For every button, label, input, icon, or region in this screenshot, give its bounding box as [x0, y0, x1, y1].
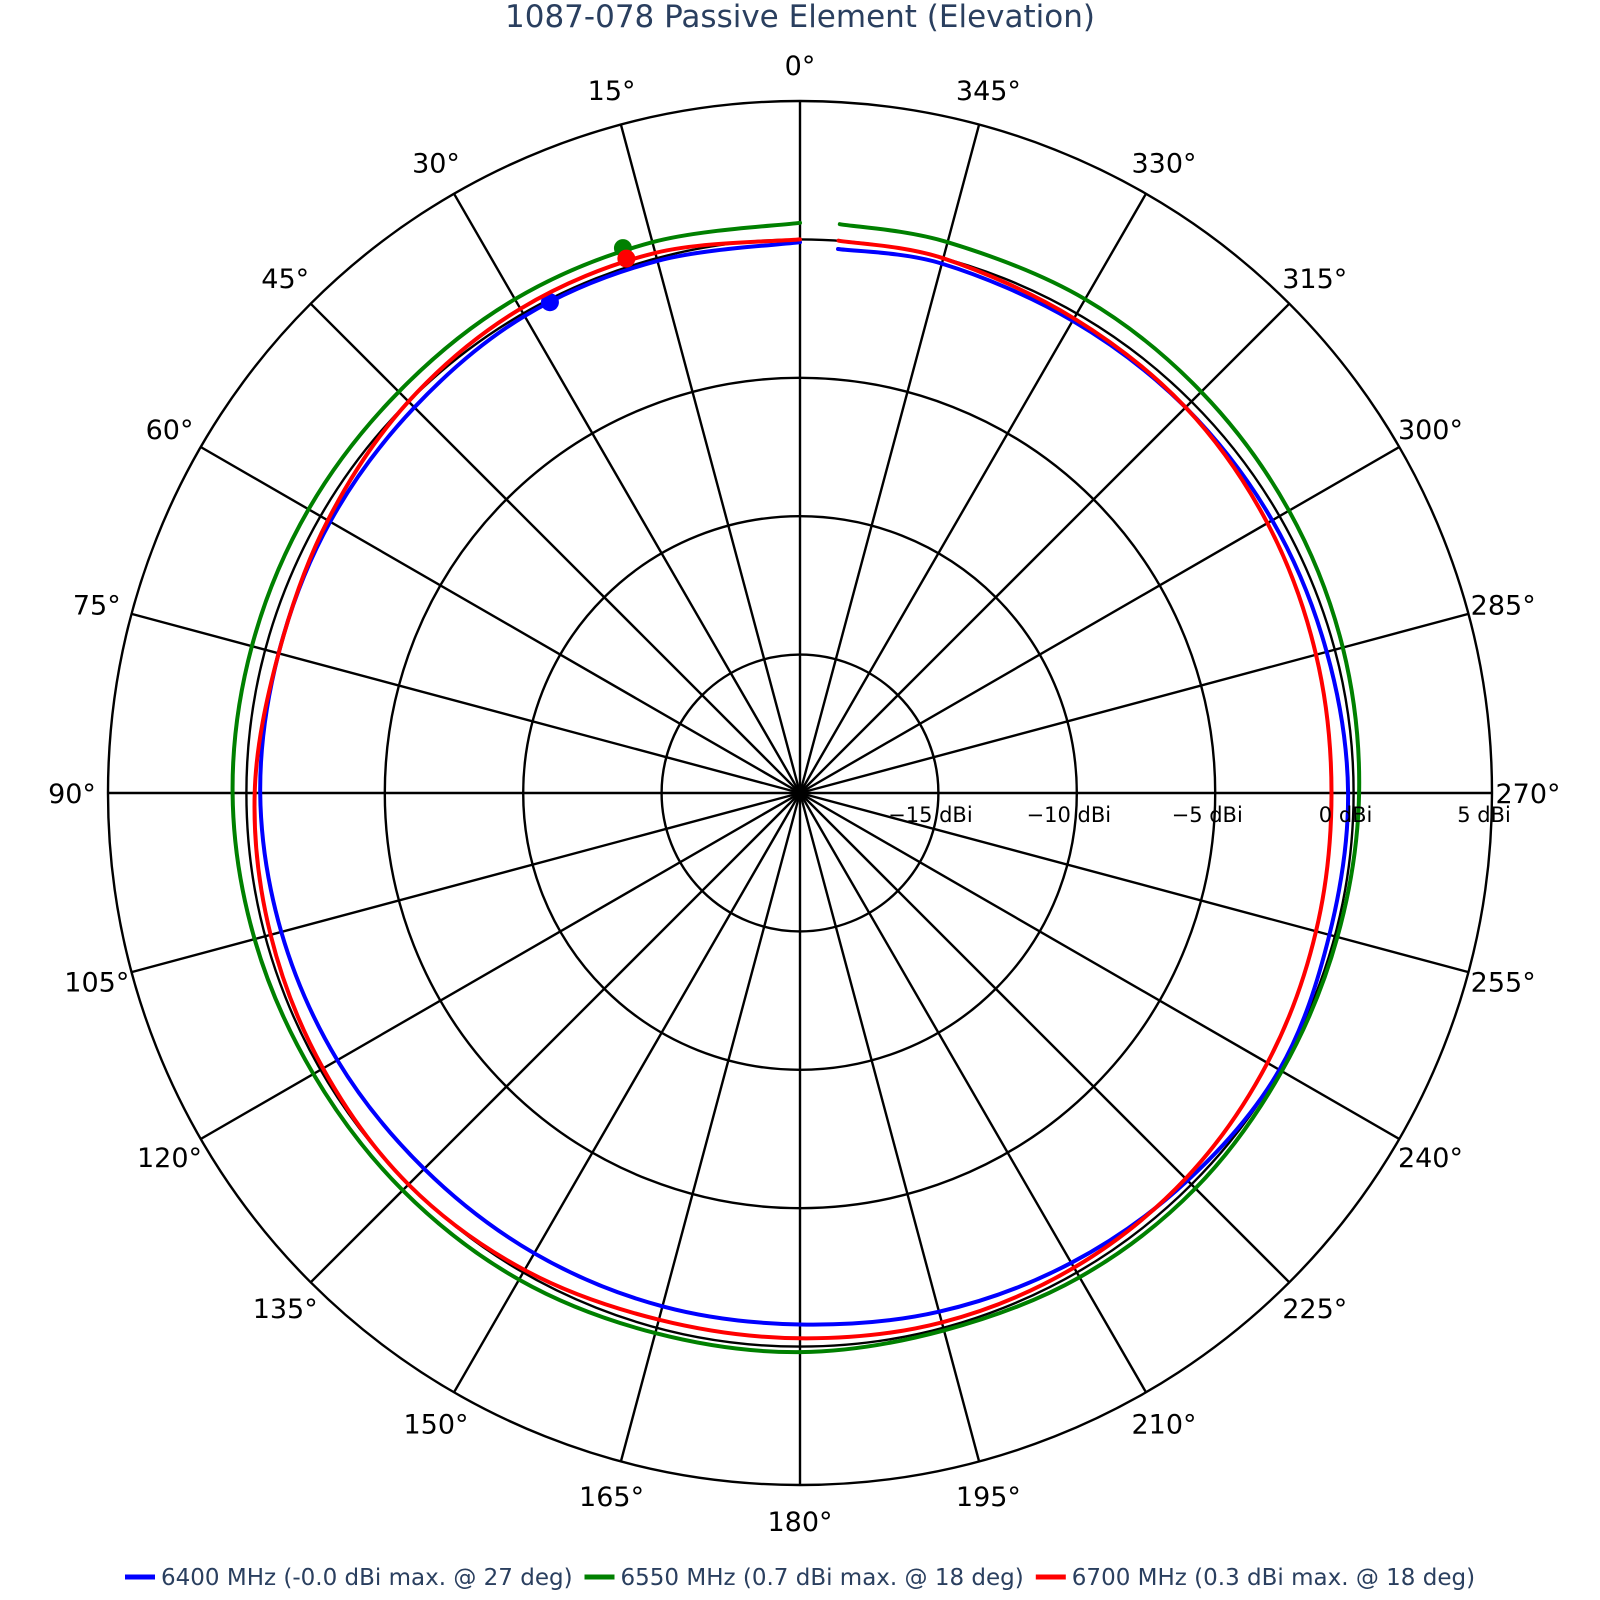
angular-gridline — [798, 124, 981, 794]
angular-gridline — [799, 302, 1291, 794]
angular-gridline — [798, 792, 1148, 1393]
angular-gridline — [131, 612, 801, 795]
chart-title: 1087-078 Passive Element (Elevation) — [505, 0, 1095, 35]
angular-gridline — [309, 302, 801, 794]
angular-tick-label: 135° — [253, 1294, 318, 1325]
series-line-3 — [252, 237, 1334, 1341]
angular-gridline — [798, 792, 981, 1462]
legend-label: 6550 MHz (0.7 dBi max. @ 18 deg) — [621, 1565, 1024, 1591]
angular-tick-label: 345° — [956, 76, 1021, 107]
angular-gridline — [452, 193, 802, 794]
series-layer — [230, 220, 1362, 1355]
angular-gridline — [452, 792, 802, 1393]
radial-tick-label: −15 dBi — [888, 803, 973, 827]
angular-tick-label: 240° — [1398, 1143, 1463, 1174]
axis-labels: 0° 15° 30° 45° 60° 75° 90° 105° 120° 135° 150° 165°… — [48, 51, 1560, 1538]
radial-tick-label: −10 dBi — [1027, 803, 1112, 827]
angular-tick-label: 60° — [146, 415, 194, 446]
legend-label: 6400 MHz (-0.0 dBi max. @ 27 deg) — [161, 1565, 573, 1591]
angular-tick-label: 270° — [1495, 779, 1560, 810]
angular-tick-label: 150° — [403, 1409, 468, 1440]
polar-grid — [106, 99, 1494, 1487]
angular-gridline — [200, 445, 801, 795]
angular-gridline — [798, 193, 1148, 794]
angular-tick-label: 75° — [73, 591, 121, 622]
angular-tick-label: 300° — [1398, 415, 1463, 446]
angular-tick-label: 225° — [1282, 1294, 1347, 1325]
angular-tick-label: 0° — [785, 51, 816, 82]
angular-tick-label: 45° — [261, 264, 309, 295]
angular-tick-label: 15° — [588, 76, 636, 107]
angular-gridline — [619, 792, 802, 1462]
max-marker-1 — [540, 293, 559, 312]
radial-tick-label: 5 dBi — [1457, 803, 1511, 827]
legend-item-2: 6550 MHz (0.7 dBi max. @ 18 deg) — [584, 1565, 1024, 1591]
radial-tick-label: −5 dBi — [1172, 803, 1243, 827]
angular-gridline — [799, 791, 1400, 1141]
angular-gridline — [799, 445, 1400, 795]
legend-item-1: 6400 MHz (-0.0 dBi max. @ 27 deg) — [125, 1565, 573, 1591]
angular-tick-label: 120° — [137, 1143, 202, 1174]
angular-tick-label: 210° — [1131, 1409, 1196, 1440]
angular-gridline — [799, 612, 1469, 795]
angular-tick-label: 195° — [956, 1482, 1021, 1513]
angular-tick-label: 165° — [579, 1482, 644, 1513]
angular-gridline — [131, 791, 801, 974]
series-line-2 — [230, 220, 1362, 1355]
angular-gridline — [799, 791, 1469, 974]
radial-tick-label: 0 dBi — [1319, 803, 1373, 827]
angular-tick-label: 180° — [767, 1507, 832, 1538]
angular-gridline — [309, 792, 801, 1284]
series-line-1 — [258, 240, 1351, 1327]
angular-tick-label: 330° — [1131, 149, 1196, 180]
angular-gridline — [200, 791, 801, 1141]
max-marker-3 — [617, 249, 636, 268]
angular-tick-label: 315° — [1282, 264, 1347, 295]
angular-tick-label: 105° — [64, 967, 129, 998]
angular-tick-label: 30° — [412, 149, 460, 180]
angular-tick-label: 90° — [48, 779, 96, 810]
angular-tick-label: 255° — [1471, 967, 1536, 998]
angular-tick-label: 285° — [1471, 591, 1536, 622]
legend: 6400 MHz (-0.0 dBi max. @ 27 deg) 6550 MH… — [125, 1565, 1475, 1591]
legend-label: 6700 MHz (0.3 dBi max. @ 18 deg) — [1072, 1565, 1475, 1591]
legend-item-3: 6700 MHz (0.3 dBi max. @ 18 deg) — [1035, 1565, 1475, 1591]
angular-gridline — [619, 124, 802, 794]
angular-gridline — [799, 792, 1291, 1284]
